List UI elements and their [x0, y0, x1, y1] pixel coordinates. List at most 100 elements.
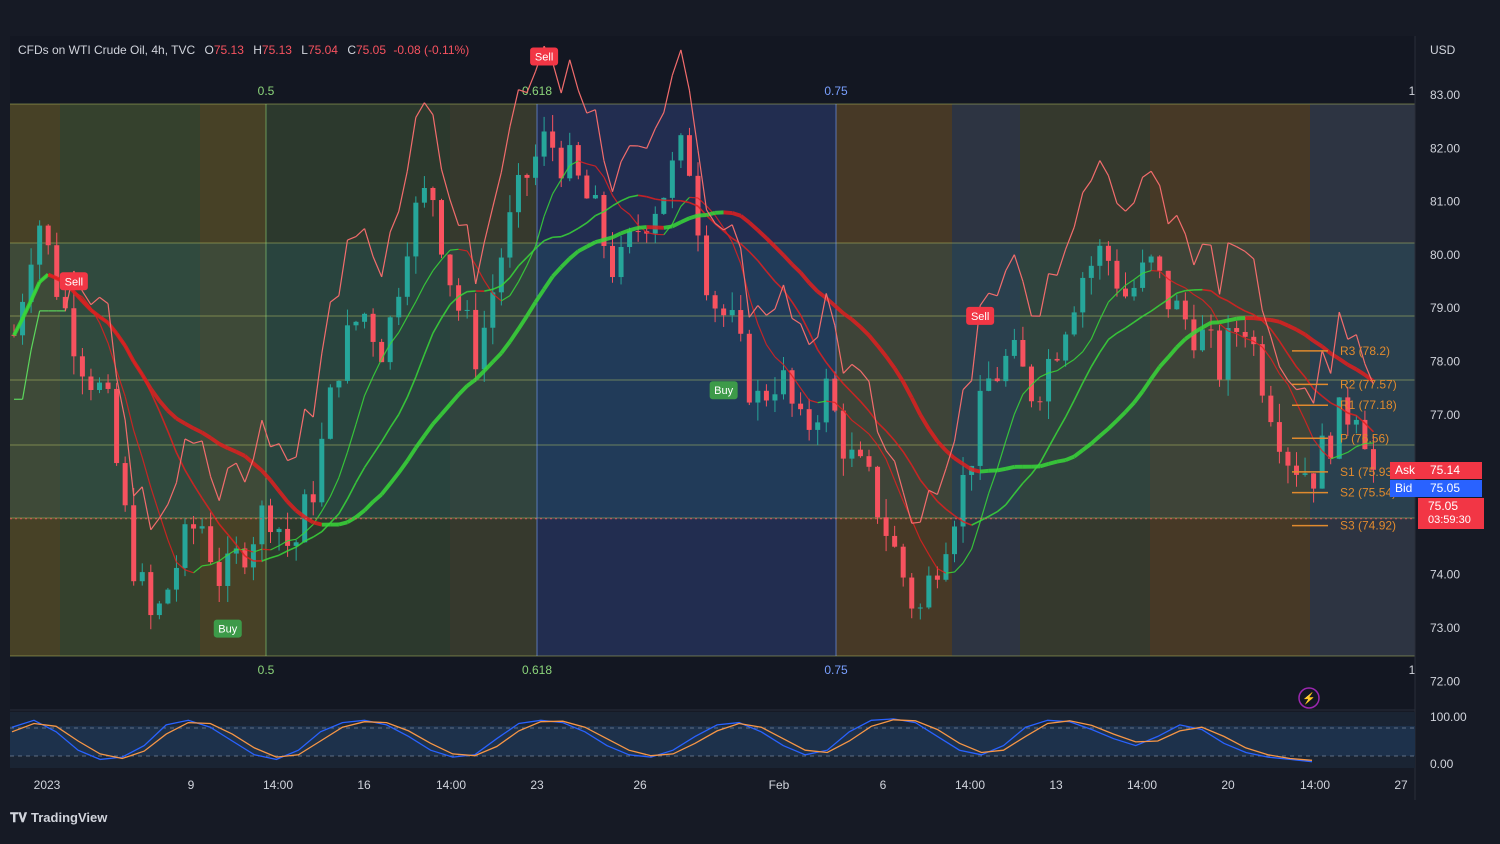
trailing-stop-line: [569, 59, 579, 91]
moving-average-2: [901, 380, 914, 399]
candle-body: [199, 526, 205, 529]
moving-average-2: [680, 216, 691, 224]
moving-average-2: [516, 314, 529, 331]
moving-average-0: [210, 560, 220, 566]
candle-body: [490, 292, 496, 328]
moving-average-0: [560, 165, 571, 180]
session-zone-0: [10, 104, 60, 656]
candle-body: [712, 295, 718, 309]
trailing-stop-line: [1005, 254, 1015, 271]
trailing-stop-line: [851, 363, 861, 372]
moving-average-0: [244, 548, 254, 553]
candle-body: [1251, 336, 1257, 345]
session-zone-4: [450, 104, 537, 656]
candle-body: [857, 449, 863, 457]
x-tick-label: 14:00: [955, 778, 985, 792]
trailing-stop-line: [347, 235, 357, 241]
moving-average-0: [1227, 330, 1237, 335]
candle-body: [781, 370, 786, 395]
moving-average-2: [1303, 333, 1315, 343]
moving-average-2: [260, 469, 272, 482]
trailing-stop-line: [800, 323, 810, 345]
candle-body: [1157, 256, 1163, 271]
moving-average-1: [1278, 340, 1289, 355]
moving-average-2: [226, 446, 238, 454]
moving-average-2: [723, 210, 733, 215]
candle-body: [1003, 355, 1009, 382]
moving-average-2: [482, 360, 495, 373]
candle-body: [1080, 277, 1086, 313]
tradingview-logo[interactable]: 𝐓𝐕 TradingView: [10, 810, 107, 826]
session-zone-7: [952, 104, 1020, 656]
candle-body: [1208, 329, 1214, 331]
moving-average-0: [381, 343, 391, 360]
moving-average-1: [150, 391, 161, 412]
change-value: -0.08 (-0.11%): [393, 43, 470, 57]
trailing-stop-line: [1107, 175, 1118, 204]
candle-body: [54, 245, 60, 297]
trailing-stop-line: [834, 325, 844, 374]
x-tick-label: 27: [1394, 778, 1408, 792]
moving-average-1: [363, 454, 374, 468]
trailing-stop-line: [30, 310, 41, 351]
moving-average-2: [1262, 317, 1272, 322]
moving-average-2: [157, 399, 170, 412]
ask-label: Ask: [1395, 463, 1416, 477]
candle-body: [1088, 265, 1094, 278]
moving-average-0: [441, 249, 451, 261]
trailing-stop-line: [1270, 336, 1280, 367]
moving-average-0: [338, 451, 349, 478]
moving-average-1: [1219, 296, 1229, 302]
moving-average-1: [1202, 288, 1212, 292]
candle-body: [319, 438, 325, 503]
candle-body: [1123, 288, 1128, 297]
y-tick-label: 82.00: [1430, 141, 1460, 155]
moving-average-0: [398, 316, 408, 333]
fib-bottom-label-0: 0.5: [258, 663, 275, 677]
moving-average-0: [278, 540, 288, 547]
moving-average-0: [449, 248, 459, 251]
trailing-stop-line: [321, 302, 331, 354]
moving-average-1: [612, 200, 622, 207]
trailing-stop-line: [295, 408, 306, 458]
candle-body: [79, 356, 85, 377]
moving-average-1: [1287, 353, 1298, 368]
moving-average-1: [372, 441, 383, 455]
trailing-stop-line: [227, 462, 237, 469]
trailing-stop-line: [141, 486, 152, 530]
candle-body: [1370, 449, 1376, 470]
trailing-stop-line: [201, 440, 212, 477]
moving-average-1: [500, 277, 511, 287]
moving-average-1: [244, 555, 254, 562]
moving-average-2: [637, 225, 647, 230]
trailing-stop-line: [1099, 160, 1109, 176]
candle-body: [353, 321, 359, 326]
candle-body: [1182, 300, 1188, 320]
trailing-stop-line: [492, 172, 502, 208]
trailing-stop-line: [911, 521, 921, 524]
moving-average-0: [988, 468, 998, 494]
moving-average-2: [499, 340, 512, 355]
moving-average-1: [646, 195, 656, 200]
candle-body: [652, 213, 658, 234]
moving-average-0: [783, 364, 793, 377]
moving-average-0: [483, 280, 494, 295]
moving-average-2: [1295, 327, 1307, 337]
moving-average-2: [1149, 365, 1162, 381]
candle-body: [909, 577, 915, 609]
moving-average-1: [449, 295, 460, 306]
trailing-stop-line: [1056, 249, 1067, 276]
candle-body: [1353, 419, 1359, 425]
moving-average-1: [894, 440, 904, 453]
bid-label-tag: Bid: [1390, 480, 1420, 497]
moving-average-2: [1355, 367, 1366, 377]
pivot-label-4: S1 (75.93): [1340, 465, 1396, 479]
trailing-stop-line: [1304, 387, 1315, 404]
moving-average-1: [1022, 473, 1033, 484]
candle-body: [173, 567, 179, 590]
moving-average-0: [1261, 346, 1272, 359]
moving-average-0: [534, 216, 545, 247]
currency-label[interactable]: USD: [1430, 43, 1456, 57]
